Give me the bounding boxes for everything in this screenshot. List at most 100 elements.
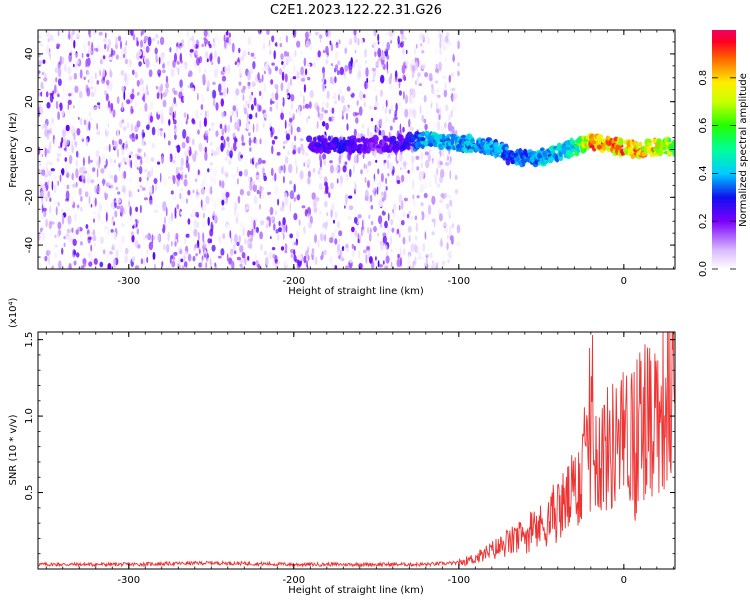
spectrogram-cell (397, 35, 400, 45)
spectrogram-cell (378, 198, 383, 208)
spectrogram-cell (42, 207, 47, 212)
spectrogram-cell (384, 220, 388, 229)
spectrogram-cell (411, 163, 414, 173)
spectrogram-cell (131, 88, 135, 94)
spectrogram-cell (48, 144, 51, 155)
spectrogram-cell (181, 142, 186, 149)
spectrogram-cell (421, 41, 424, 50)
spectrogram-cell (319, 173, 322, 178)
spectrogram-cell (204, 38, 209, 45)
spectrogram-cell (218, 40, 223, 48)
spectrogram-cell (207, 257, 210, 268)
spectrogram-cell (142, 87, 145, 92)
spectrogram-cell (457, 40, 461, 50)
spectrogram-cell (89, 47, 92, 54)
spectrogram-cell (121, 171, 124, 180)
spectrogram-cell (194, 243, 198, 249)
spectrogram-cell (179, 249, 183, 255)
spectrogram-cell (425, 254, 430, 258)
spectrogram-cell (242, 62, 247, 72)
spectrogram-cell (51, 79, 55, 85)
spectrogram-cell (176, 178, 180, 187)
spectrogram-cell (134, 265, 140, 269)
spectrogram-cell (396, 153, 400, 162)
spectrogram-cell (113, 174, 118, 183)
spectrogram-cell (135, 133, 139, 140)
spectrogram-cell (454, 174, 458, 181)
spectrogram-cell (284, 250, 288, 254)
spectrogram-cell (227, 140, 230, 149)
spectrogram-cell (206, 58, 209, 63)
spectrogram-cell (365, 67, 369, 78)
spectrogram-cell (61, 109, 65, 115)
spectrogram-cell (284, 243, 288, 251)
spectrogram-cell (269, 45, 272, 51)
spectrogram-cell (191, 208, 196, 218)
spectrogram-cell (290, 248, 294, 254)
spectrogram-cell (219, 92, 224, 96)
spectrogram-cell (55, 180, 58, 189)
spectrogram-cell (321, 78, 324, 83)
spectrogram-cell (284, 195, 289, 206)
spectrogram-cell (351, 250, 355, 258)
spectrogram-cell (237, 151, 242, 162)
spectrogram-cell (58, 52, 61, 60)
spectrogram-cell (162, 99, 167, 108)
spectrogram-cell (306, 158, 311, 166)
spectrogram-cell (167, 140, 171, 146)
spectrogram-cell (385, 255, 390, 264)
spectrogram-cell (271, 62, 275, 66)
spectrogram-cell (146, 84, 148, 92)
spectrogram-cell (68, 75, 73, 81)
spectrogram-cell (248, 230, 252, 236)
spectrogram-cell (424, 214, 429, 218)
spectrogram-cell (400, 174, 405, 183)
spectrogram-cell (320, 255, 323, 261)
spectrogram-cell (134, 240, 139, 249)
spectrogram-cell (59, 174, 62, 183)
spectrogram-cell (233, 141, 237, 152)
spectrogram-cell (326, 102, 329, 108)
spectrogram-cell (340, 257, 345, 262)
spectrogram-cell (44, 148, 47, 158)
spectrogram-cell (448, 160, 452, 165)
spectrogram-cell (90, 244, 93, 252)
spectrogram-cell (131, 234, 135, 243)
snr-series-line (37, 331, 675, 568)
ridge-cell (363, 139, 368, 143)
spectrogram-cell (257, 72, 260, 81)
ridge-cell (353, 141, 358, 149)
spectrogram-cell (258, 105, 262, 112)
spectrogram-cell (245, 118, 250, 122)
spectrogram-cell (265, 190, 268, 196)
spectrogram-cell (187, 253, 192, 262)
spectrogram-cell (393, 91, 398, 99)
spectrogram-cell (375, 235, 380, 244)
spectrogram-cell (100, 168, 105, 174)
spectrogram-cell (294, 50, 297, 58)
spectrogram-cell (38, 168, 41, 174)
spectrogram-cell (147, 170, 152, 178)
spectrogram-cell (290, 58, 295, 64)
spectrogram-cell (362, 94, 366, 99)
ridge-cell (325, 149, 332, 155)
spectrogram-cell (346, 112, 348, 121)
spectrogram-cell (381, 52, 386, 61)
snr-frame (37, 331, 676, 570)
spectrogram-cell (167, 217, 172, 225)
spectrogram-cell (248, 132, 251, 137)
spectrogram-cell (91, 104, 94, 110)
spectrogram-cell (189, 37, 193, 41)
spectrogram-cell (414, 60, 418, 71)
spectrogram-cell (237, 126, 240, 132)
spectrogram-cell (43, 123, 48, 129)
ridge-cell (427, 143, 434, 147)
spectrogram-cell (336, 70, 340, 76)
spectrogram-cell (295, 108, 298, 113)
spectrogram-cell (424, 123, 428, 131)
spectrogram-cell (125, 156, 129, 164)
spectrogram-cell (421, 171, 425, 178)
spectrogram-cell (361, 123, 365, 129)
spectrogram-cell (282, 97, 285, 107)
spectrogram-cell (63, 90, 67, 100)
